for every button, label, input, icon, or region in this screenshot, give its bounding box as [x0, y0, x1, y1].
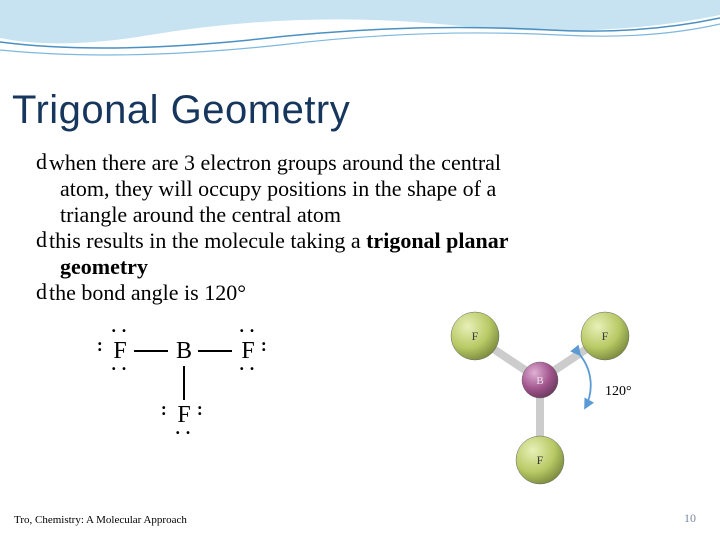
bullet-marker-icon: d: [36, 280, 47, 304]
lewis-bond: [183, 366, 185, 400]
bullet-text: geometry: [60, 254, 680, 280]
bullet-text: this results in the molecule taking a tr…: [49, 228, 680, 254]
bullet-text: when there are 3 electron groups around …: [49, 150, 680, 176]
model-label-f: F: [472, 329, 479, 343]
wave-fill-light: [0, 0, 720, 43]
lewis-bond: [134, 350, 168, 352]
slide-number: 10: [684, 511, 696, 526]
lone-pair-icon: • •: [112, 364, 128, 375]
lone-pair-icon: • •: [176, 428, 192, 439]
bullet-marker-icon: d: [36, 150, 47, 174]
angle-arc-icon: [580, 355, 591, 408]
lone-pair-icon: • •: [112, 326, 128, 337]
bullet-text: atom, they will occupy positions in the …: [60, 176, 680, 202]
wave-line-2: [0, 24, 720, 55]
bullet-marker-icon: d: [36, 228, 47, 252]
footer-citation: Tro, Chemistry: A Molecular Approach: [14, 514, 187, 526]
molecule-3d-model: F F F B 120°: [420, 300, 660, 500]
lone-pair-icon: • •: [240, 364, 256, 375]
model-label-f: F: [602, 329, 609, 343]
lewis-atom-f-bottom: F: [172, 402, 196, 429]
lone-pair-icon: • •: [240, 326, 256, 337]
model-label-b: B: [536, 375, 543, 387]
lone-pair-icon: ••: [98, 342, 104, 354]
lewis-atom-f-right: F: [236, 338, 260, 365]
angle-label: 120°: [605, 384, 632, 399]
wave-line-1: [0, 18, 720, 48]
slide-title: Trigonal Geometry: [12, 88, 350, 133]
lewis-atom-b: B: [172, 338, 196, 365]
bullet-text: triangle around the central atom: [60, 202, 680, 228]
lone-pair-icon: ••: [162, 406, 168, 418]
lone-pair-icon: ••: [262, 342, 268, 354]
lewis-bond: [198, 350, 232, 352]
lewis-structure: F • • •• • • B F • • •• • • F •• •• • •: [100, 310, 300, 490]
bullet-list: dwhen there are 3 electron groups around…: [36, 150, 680, 306]
model-label-f: F: [537, 453, 544, 467]
lewis-atom-f-left: F: [108, 338, 132, 365]
header-wave-decoration: [0, 0, 720, 80]
lone-pair-icon: ••: [198, 406, 204, 418]
